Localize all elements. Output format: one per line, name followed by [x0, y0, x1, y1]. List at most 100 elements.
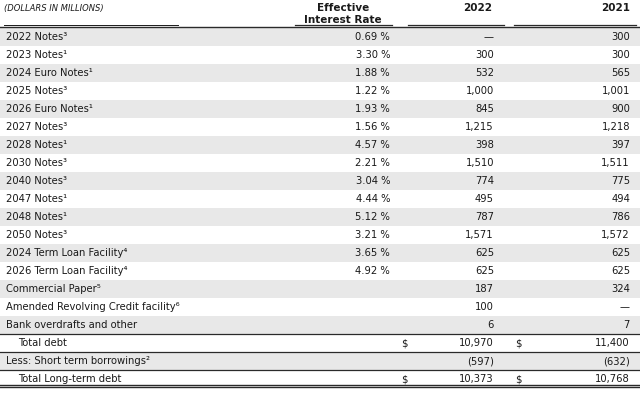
Text: 300: 300 — [611, 32, 630, 42]
Text: 2023 Notes¹: 2023 Notes¹ — [6, 50, 67, 60]
Text: 1,511: 1,511 — [602, 158, 630, 168]
Text: 2022 Notes³: 2022 Notes³ — [6, 32, 67, 42]
Text: 300: 300 — [476, 50, 494, 60]
Text: 2024 Term Loan Facility⁴: 2024 Term Loan Facility⁴ — [6, 248, 127, 258]
Bar — [0, 100, 640, 118]
Text: Commercial Paper⁵: Commercial Paper⁵ — [6, 284, 101, 294]
Text: 3.30 %: 3.30 % — [355, 50, 390, 60]
Bar — [0, 190, 640, 208]
Bar — [0, 262, 640, 280]
Text: 1,215: 1,215 — [465, 122, 494, 132]
Bar — [0, 172, 640, 190]
Text: (632): (632) — [604, 356, 630, 366]
Text: 1,001: 1,001 — [602, 86, 630, 96]
Text: 2022: 2022 — [463, 3, 492, 13]
Text: 4.92 %: 4.92 % — [355, 266, 390, 276]
Text: Total Long-term debt: Total Long-term debt — [18, 374, 122, 384]
Text: 1,572: 1,572 — [602, 230, 630, 240]
Text: 2024 Euro Notes¹: 2024 Euro Notes¹ — [6, 68, 93, 78]
Text: 774: 774 — [475, 176, 494, 186]
Text: 10,768: 10,768 — [595, 374, 630, 384]
Bar — [0, 118, 640, 136]
Text: 4.57 %: 4.57 % — [355, 140, 390, 150]
Text: 2040 Notes³: 2040 Notes³ — [6, 176, 67, 186]
Bar — [0, 28, 640, 46]
Text: 565: 565 — [611, 68, 630, 78]
Text: 495: 495 — [475, 194, 494, 204]
Text: 2030 Notes³: 2030 Notes³ — [6, 158, 67, 168]
Text: 300: 300 — [611, 50, 630, 60]
Text: $: $ — [401, 374, 408, 384]
Bar — [0, 46, 640, 64]
Text: 3.21 %: 3.21 % — [355, 230, 390, 240]
Bar — [0, 64, 640, 82]
Text: Effective
Interest Rate: Effective Interest Rate — [304, 3, 382, 25]
Text: 845: 845 — [475, 104, 494, 114]
Text: 2026 Term Loan Facility⁴: 2026 Term Loan Facility⁴ — [6, 266, 127, 276]
Bar — [0, 136, 640, 154]
Text: (597): (597) — [467, 356, 494, 366]
Bar — [0, 298, 640, 316]
Bar — [0, 316, 640, 334]
Text: 786: 786 — [611, 212, 630, 222]
Text: 5.12 %: 5.12 % — [355, 212, 390, 222]
Text: 10,970: 10,970 — [460, 338, 494, 348]
Text: 4.44 %: 4.44 % — [355, 194, 390, 204]
Bar — [0, 226, 640, 244]
Text: 625: 625 — [475, 266, 494, 276]
Text: 1,000: 1,000 — [466, 86, 494, 96]
Text: 1.22 %: 1.22 % — [355, 86, 390, 96]
Text: 1,571: 1,571 — [465, 230, 494, 240]
Text: 532: 532 — [475, 68, 494, 78]
Bar — [0, 352, 640, 370]
Text: 0.69 %: 0.69 % — [355, 32, 390, 42]
Text: 2027 Notes³: 2027 Notes³ — [6, 122, 67, 132]
Text: 625: 625 — [475, 248, 494, 258]
Text: 3.65 %: 3.65 % — [355, 248, 390, 258]
Text: 324: 324 — [611, 284, 630, 294]
Bar — [0, 208, 640, 226]
Text: $: $ — [401, 338, 408, 348]
Text: 10,373: 10,373 — [460, 374, 494, 384]
Text: 1.88 %: 1.88 % — [355, 68, 390, 78]
Text: 2050 Notes³: 2050 Notes³ — [6, 230, 67, 240]
Text: —: — — [620, 302, 630, 312]
Bar — [0, 334, 640, 352]
Text: 11,400: 11,400 — [595, 338, 630, 348]
Text: (DOLLARS IN MILLIONS): (DOLLARS IN MILLIONS) — [4, 4, 104, 13]
Text: 2.21 %: 2.21 % — [355, 158, 390, 168]
Text: 775: 775 — [611, 176, 630, 186]
Text: Amended Revolving Credit facility⁶: Amended Revolving Credit facility⁶ — [6, 302, 180, 312]
Text: 625: 625 — [611, 266, 630, 276]
Text: 187: 187 — [475, 284, 494, 294]
Text: 3.04 %: 3.04 % — [355, 176, 390, 186]
Text: 2026 Euro Notes¹: 2026 Euro Notes¹ — [6, 104, 93, 114]
Text: 100: 100 — [475, 302, 494, 312]
Text: 2025 Notes³: 2025 Notes³ — [6, 86, 67, 96]
Text: 7: 7 — [623, 320, 630, 330]
Text: 2047 Notes¹: 2047 Notes¹ — [6, 194, 67, 204]
Text: 494: 494 — [611, 194, 630, 204]
Text: 2028 Notes¹: 2028 Notes¹ — [6, 140, 67, 150]
Text: 625: 625 — [611, 248, 630, 258]
Text: 397: 397 — [611, 140, 630, 150]
Text: Bank overdrafts and other: Bank overdrafts and other — [6, 320, 137, 330]
Text: 2048 Notes¹: 2048 Notes¹ — [6, 212, 67, 222]
Text: 900: 900 — [611, 104, 630, 114]
Text: Total debt: Total debt — [18, 338, 67, 348]
Bar — [0, 244, 640, 262]
Text: 398: 398 — [475, 140, 494, 150]
Text: 1.56 %: 1.56 % — [355, 122, 390, 132]
Text: 6: 6 — [488, 320, 494, 330]
Text: 1.93 %: 1.93 % — [355, 104, 390, 114]
Text: $: $ — [515, 374, 522, 384]
Bar — [0, 0, 640, 28]
Text: 787: 787 — [475, 212, 494, 222]
Bar — [0, 370, 640, 388]
Bar — [0, 280, 640, 298]
Text: —: — — [484, 32, 494, 42]
Text: $: $ — [515, 338, 522, 348]
Text: 1,510: 1,510 — [465, 158, 494, 168]
Bar — [0, 82, 640, 100]
Bar — [0, 154, 640, 172]
